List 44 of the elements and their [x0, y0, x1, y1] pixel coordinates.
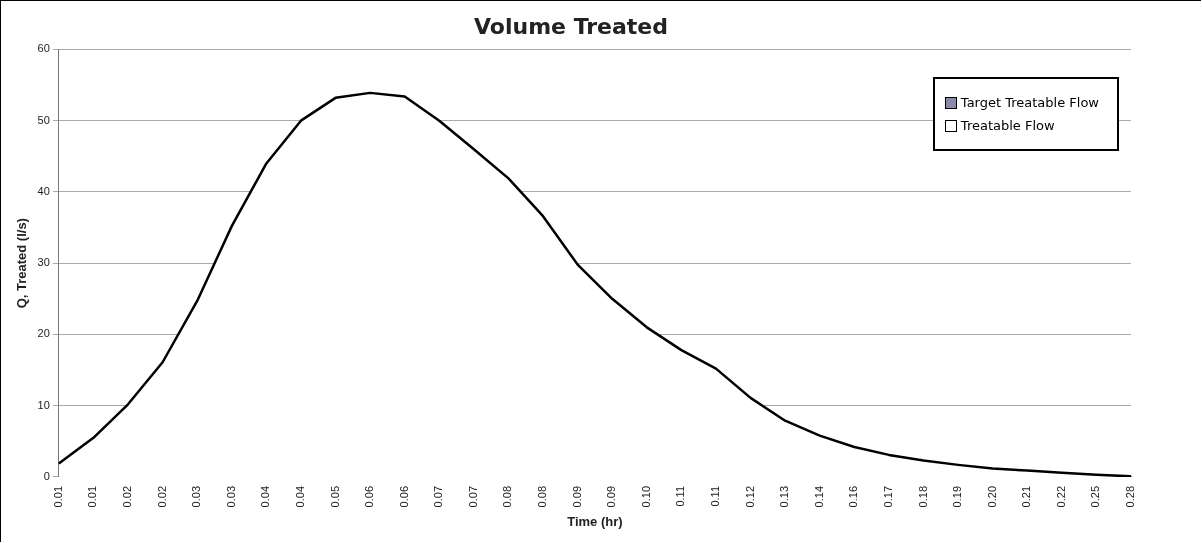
y-tick-label: 60: [37, 42, 50, 55]
x-tick-label: 0.07: [466, 485, 479, 508]
x-tick-label: 0.07: [432, 485, 445, 508]
x-tick-label: 0.01: [51, 485, 64, 508]
x-tick-label: 0.04: [259, 485, 272, 508]
y-axis-title: Q, Treated (l/s): [14, 218, 30, 309]
x-tick-label: 0.03: [190, 485, 203, 508]
x-tick-label: 0.08: [536, 485, 549, 508]
x-tick-label: 0.19: [951, 485, 964, 508]
x-tick-label: 0.11: [674, 485, 687, 507]
x-tick-label: 0.16: [847, 485, 860, 508]
x-tick-label: 0.13: [778, 485, 791, 508]
x-tick-label: 0.06: [397, 485, 410, 508]
x-tick-label: 0.28: [1124, 485, 1137, 508]
x-tick-label: 0.05: [328, 485, 341, 508]
x-tick-label: 0.12: [743, 485, 756, 508]
x-tick-label: 0.09: [570, 485, 583, 508]
chart-title: Volume Treated: [473, 13, 669, 39]
x-tick-label: 0.14: [812, 485, 825, 508]
x-tick-label: 0.02: [121, 485, 134, 508]
x-tick-label: 0.08: [501, 485, 514, 508]
x-tick-label: 0.22: [1054, 485, 1067, 508]
x-tick-label: 0.17: [881, 485, 894, 508]
y-tick-label: 0: [43, 470, 50, 483]
x-tick-label: 0.02: [155, 485, 168, 508]
x-tick-label: 0.06: [363, 485, 376, 508]
x-tick-label: 0.01: [86, 485, 99, 508]
y-tick-label: 50: [37, 113, 50, 126]
y-tick-label: 40: [37, 184, 50, 197]
x-tick-label: 0.20: [985, 485, 998, 508]
x-axis-title: Time (hr): [567, 513, 623, 529]
x-tick-label: 0.03: [224, 485, 237, 508]
y-tick-label: 30: [37, 256, 50, 269]
x-tick-label: 0.18: [916, 485, 929, 508]
legend-label: Target Treatable Flow: [960, 95, 1099, 111]
y-tick-label: 20: [37, 327, 50, 340]
x-tick-label: 0.04: [293, 485, 306, 508]
x-tick-label: 0.25: [1089, 485, 1102, 508]
y-tick-label: 10: [37, 398, 50, 411]
x-tick-label: 0.11: [709, 485, 721, 507]
x-tick-label: 0.09: [605, 485, 618, 508]
x-tick-label: 0.21: [1020, 485, 1033, 508]
x-tick-label: 0.10: [639, 485, 652, 508]
legend-label: Treatable Flow: [960, 118, 1055, 134]
